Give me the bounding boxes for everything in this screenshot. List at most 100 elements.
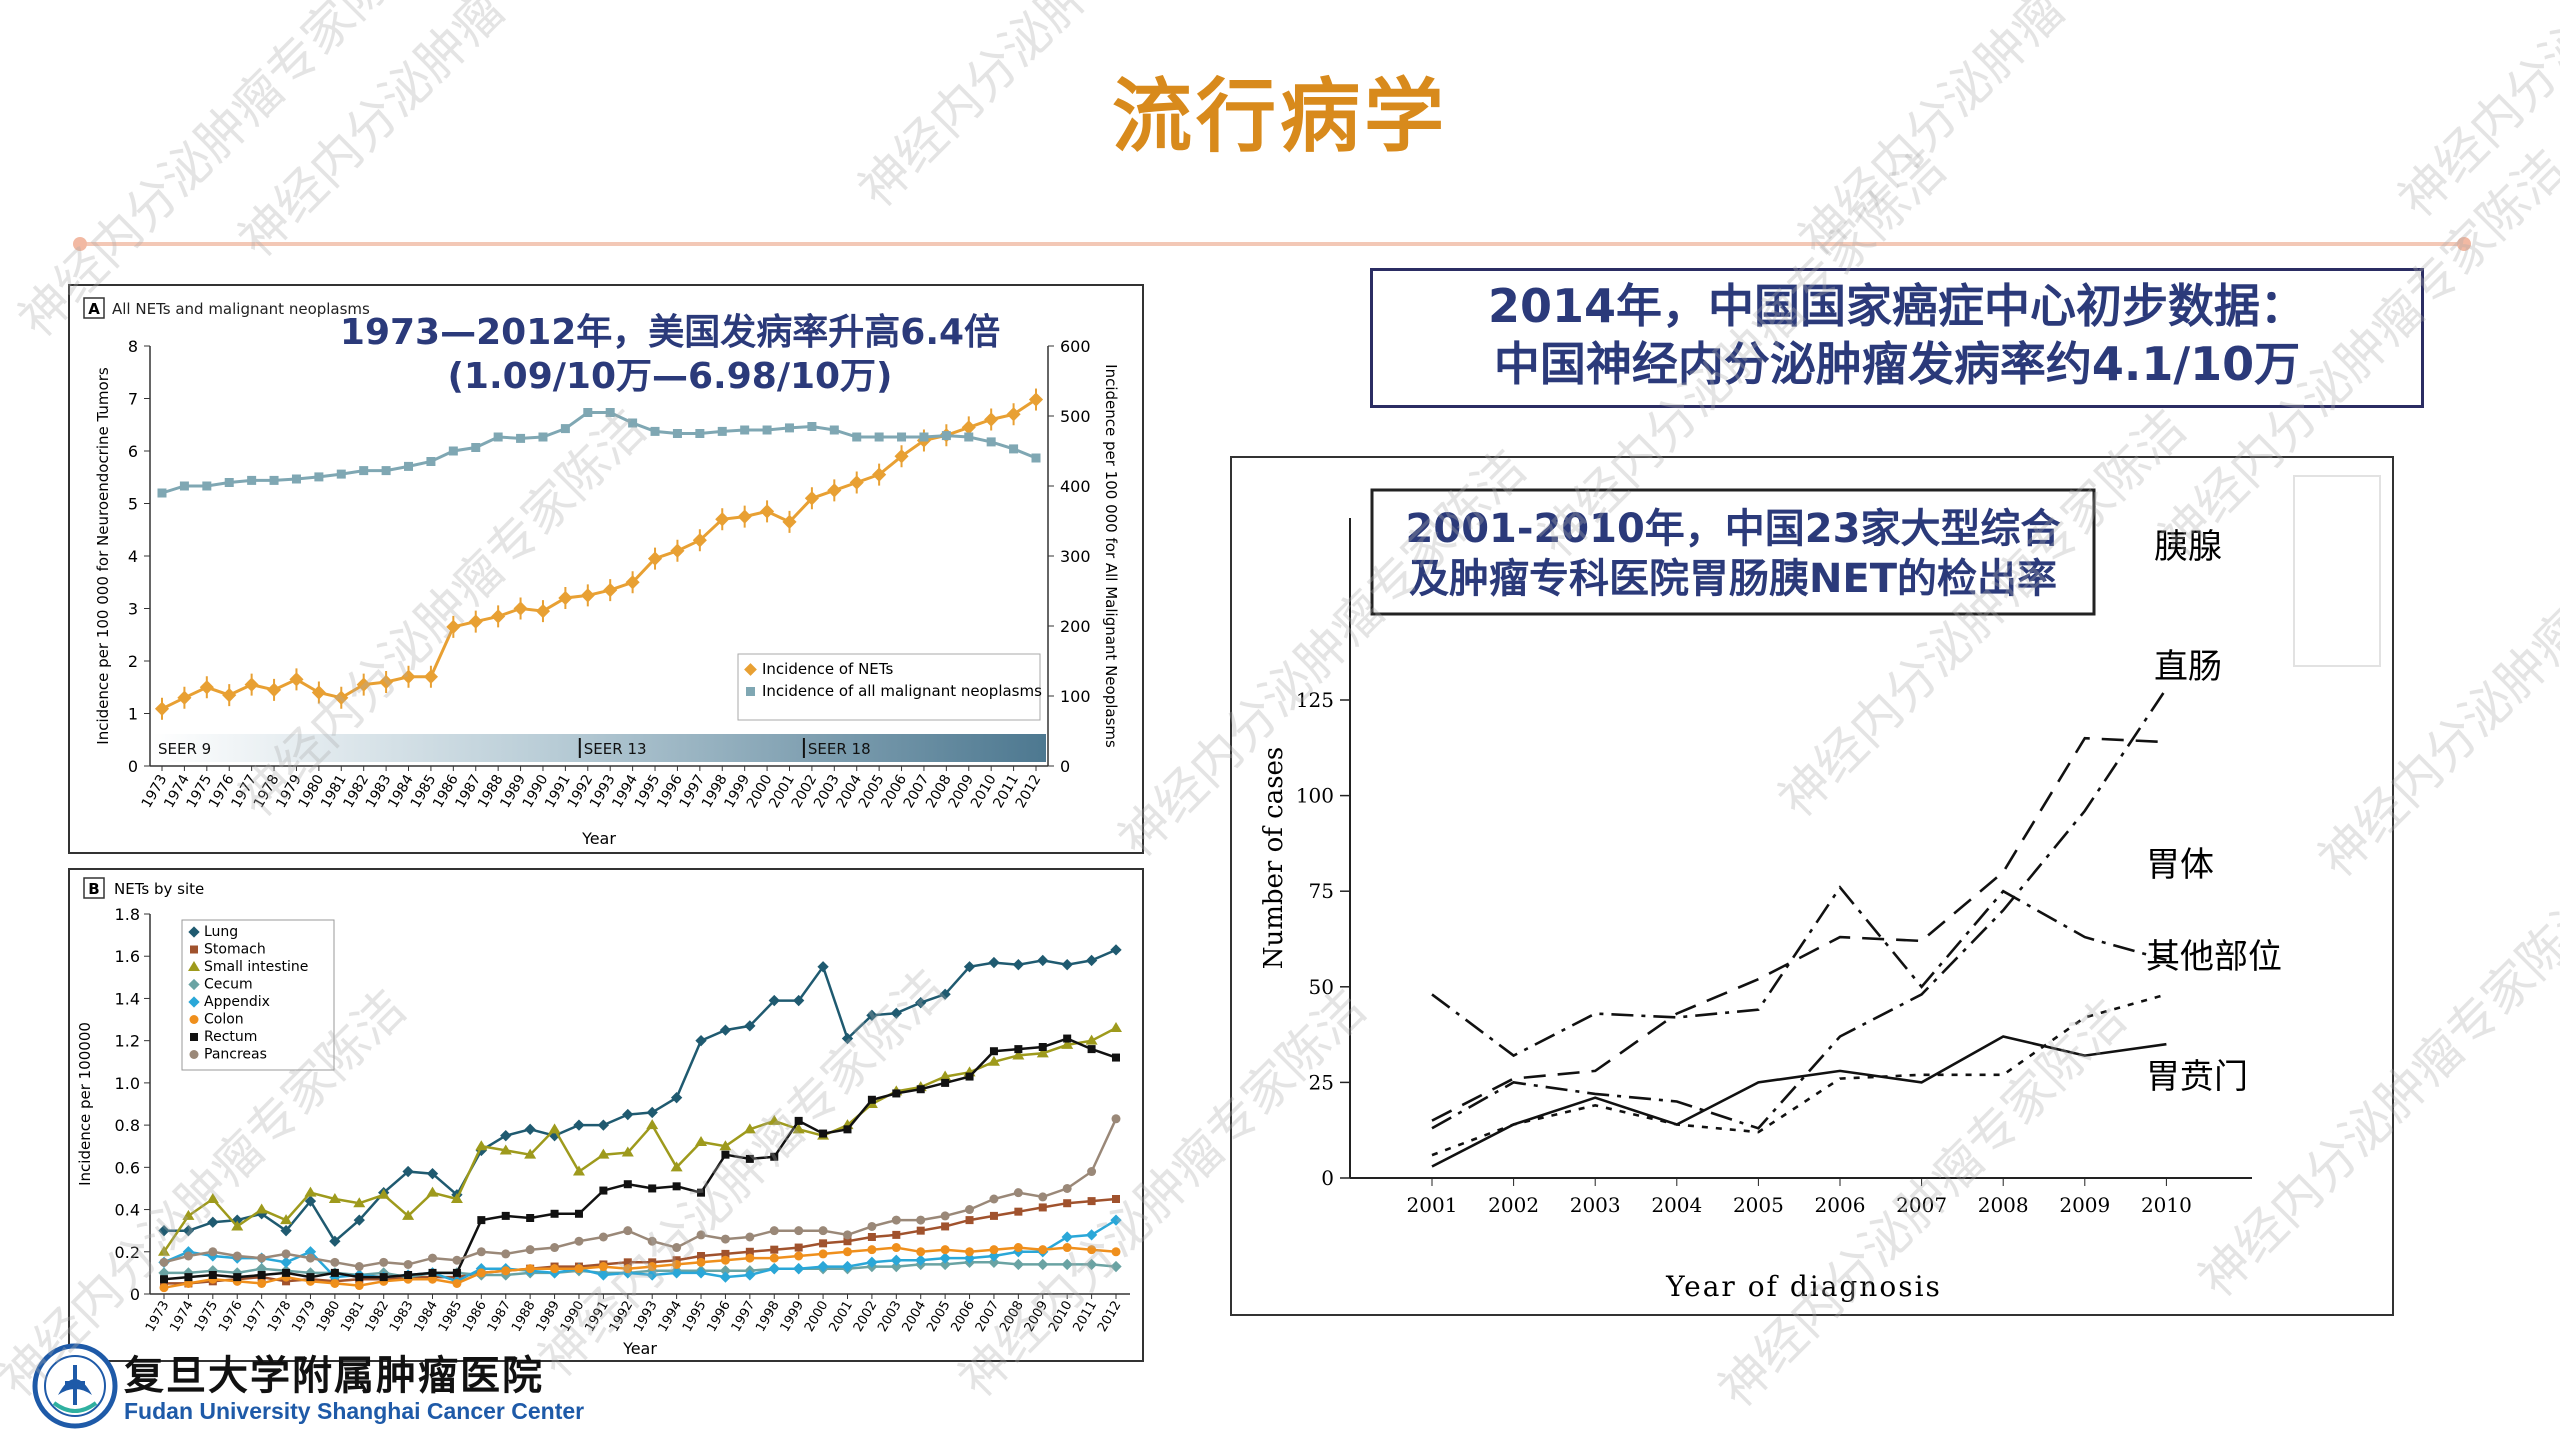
chart-b-point (379, 1273, 388, 1282)
chart-b-point (1110, 1260, 1122, 1273)
chart-b-point (428, 1253, 438, 1263)
hospital-emblem-icon (32, 1343, 118, 1429)
chart-a-all-point (650, 426, 660, 436)
chart-c-xtick-label: 2009 (2059, 1193, 2110, 1217)
chart-a-nets-point (804, 491, 819, 506)
chart-b-point (819, 1239, 828, 1248)
chart-b-xtick-label: 1984 (411, 1299, 441, 1335)
chart-b-point (1061, 1258, 1073, 1271)
chart-b-point (572, 1165, 585, 1176)
chart-a-nets-point (535, 604, 551, 619)
chart-b-point (719, 1271, 732, 1283)
chart-b-ytick-label: 0.8 (115, 1116, 140, 1135)
chart-b-point (1112, 1195, 1120, 1203)
chart-a-nets-point (625, 575, 640, 590)
chart-b-point (330, 1278, 340, 1288)
chart-b-point (1085, 1034, 1098, 1045)
chart-b-point (206, 1193, 219, 1203)
panel-b-label: B (88, 880, 99, 898)
chart-a-nets-point (244, 677, 259, 692)
chart-b-xtick-label: 1980 (314, 1299, 344, 1335)
chart-b-point (745, 1253, 755, 1263)
chart-b-point (648, 1184, 657, 1193)
chart-b-point (184, 1273, 193, 1282)
chart-a-nets-point (199, 680, 214, 695)
chart-b-legend-label: Colon (204, 1012, 244, 1028)
chart-a-nets-point (423, 669, 438, 684)
chart-a-all-point (695, 429, 705, 438)
chart-b-point (965, 1205, 975, 1215)
chart-b-point (402, 1165, 414, 1178)
chart-b-point (1038, 1245, 1048, 1255)
chart-a-nets-point (827, 483, 842, 498)
chart-a-all-point (157, 488, 167, 498)
chart-b-point (159, 1257, 169, 1267)
chart-b-point (475, 1140, 488, 1151)
chart-b-series-line-1 (164, 1197, 1117, 1285)
chart-b-point (450, 1193, 463, 1203)
chart-a-nets-point (692, 533, 707, 548)
chart-c-xtick-label: 2005 (1733, 1193, 1784, 1217)
chart-b-point (793, 1263, 805, 1275)
chart-b-xtick-label: 1997 (729, 1299, 759, 1335)
china-callout-line2: 中国神经内分泌肿瘤发病率约4.1/10万 (1493, 337, 2301, 391)
chart-a-ytick-label: 0 (128, 757, 138, 776)
chart-b-point (1110, 1214, 1122, 1226)
chart-b-point (721, 1249, 730, 1258)
chart-b-point (794, 1243, 803, 1252)
chart-a-all-point (202, 481, 212, 491)
chart-b-point (1085, 1258, 1098, 1271)
chart-b-point (696, 1230, 706, 1240)
chart-b-point (842, 1230, 852, 1240)
chart-b-ytick-label: 1.2 (115, 1032, 140, 1051)
chart-b-point (745, 1154, 754, 1163)
chart-b-point (987, 1055, 1000, 1066)
chart-b-xtick-label: 2002 (851, 1299, 881, 1335)
chart-b-point (599, 1186, 608, 1195)
chart-a-seer-label: SEER 9 (158, 740, 211, 758)
chart-b-point (598, 1232, 608, 1242)
chart-b-point (647, 1236, 657, 1246)
chart-b-point (500, 1130, 512, 1142)
chart-b-point (330, 1257, 340, 1267)
chart-b-point (257, 1253, 267, 1263)
chart-a-y2tick-label: 500 (1060, 407, 1091, 426)
chart-b-point (183, 1251, 193, 1261)
chart-c-china-gep-net: 0 25 50 75 100 125 Number of cases 2001 2002 2003… (1230, 456, 2394, 1316)
chart-c-xtick-label: 2010 (2141, 1193, 2192, 1217)
chart-a-nets-point (154, 701, 170, 716)
chart-b-point (621, 1146, 634, 1157)
chart-b-point (867, 1233, 876, 1241)
chart-b-nets-by-site: B NETs by site 0 0.2 0.4 0.6 0.8 1.0 1.2 1.4 1.6 1.… (68, 868, 1144, 1362)
chart-a-nets-point (311, 685, 326, 700)
chart-a-nets-point (715, 512, 730, 527)
panel-a-label: A (88, 300, 100, 318)
chart-b-xtick-label: 1978 (265, 1299, 295, 1335)
chart-a-nets-point (379, 674, 394, 690)
chart-b-point (452, 1268, 461, 1277)
chart-b-point (891, 1243, 901, 1253)
chart-b-ytick-label: 0.2 (115, 1243, 140, 1262)
chart-b-point (623, 1264, 633, 1274)
chart-b-point (988, 1250, 1000, 1262)
chart-b-xtick-label: 2008 (997, 1299, 1027, 1335)
chart-b-point (208, 1271, 217, 1279)
chart-b-point (720, 1234, 730, 1244)
chart-a-series-line-0 (161, 398, 1037, 711)
chart-b-point (989, 1194, 999, 1204)
chart-b-point (208, 1247, 218, 1257)
chart-a-nets-point (760, 504, 775, 519)
chart-b-point (305, 1253, 315, 1263)
chart-b-xtick-label: 1988 (509, 1299, 539, 1335)
chart-b-xtick-label: 1994 (656, 1299, 686, 1335)
chart-a-ytick-label: 1 (128, 705, 138, 724)
chart-b-point (550, 1243, 560, 1253)
chart-b-xtick-label: 1999 (778, 1299, 808, 1335)
chart-b-point (476, 1247, 486, 1257)
hospital-name-cn: 复旦大学附属肿瘤医院 (124, 1352, 544, 1399)
chart-a-annotation-line1: 1973—2012年，美国发病率升高6.4倍 (340, 312, 1000, 353)
chart-a-ytick-label: 3 (128, 600, 138, 619)
chart-b-point (1038, 1192, 1048, 1202)
chart-b-point (941, 1222, 950, 1231)
chart-a-y2tick-label: 400 (1060, 477, 1091, 496)
